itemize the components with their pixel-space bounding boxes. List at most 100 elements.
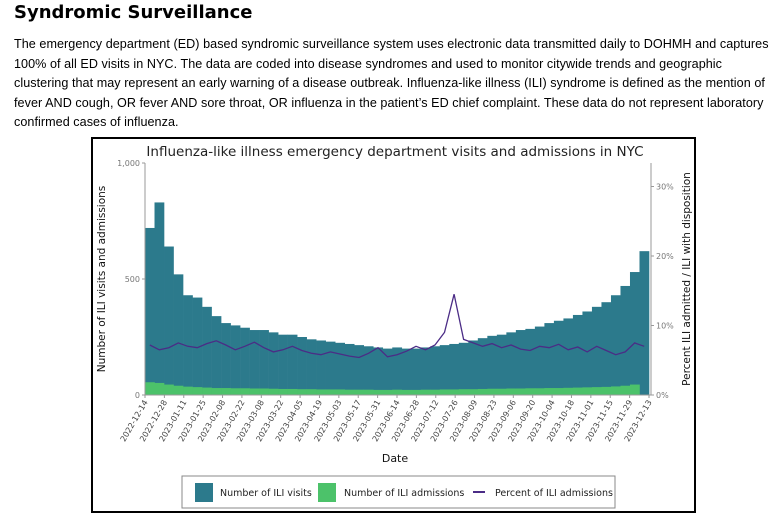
visits-bar (344, 343, 355, 395)
visits-bar (449, 343, 460, 395)
y-tick-label: 1,000 (117, 159, 140, 168)
percent-line (149, 294, 645, 359)
admissions-bar (154, 382, 165, 395)
admissions-bar (259, 388, 269, 395)
visits-bar (173, 274, 184, 395)
admissions-bar (610, 386, 621, 395)
visits-bar (601, 302, 612, 395)
visits-bar (582, 311, 593, 395)
admissions-bar (591, 387, 602, 395)
y2-axis-label: Percent ILI admitted / ILI with disposit… (681, 172, 693, 386)
visits-bar (411, 348, 422, 395)
visits-bar (202, 306, 212, 395)
admissions-bar (620, 385, 631, 395)
visits-bar (401, 348, 412, 395)
visits-bar (534, 326, 545, 395)
visits-bar (439, 345, 450, 395)
admissions-bar (202, 387, 212, 395)
admissions-bar (211, 388, 222, 395)
admissions-bar (173, 385, 184, 395)
visits-bar (629, 272, 640, 395)
visits-bar (430, 346, 441, 395)
visits-bar (525, 328, 536, 395)
admissions-bar (382, 389, 393, 395)
visits-bar (154, 202, 165, 395)
visits-bar (278, 334, 288, 395)
visits-bar (553, 320, 564, 395)
y2-tick-label: 0% (656, 391, 669, 400)
admissions-bar (316, 389, 326, 395)
admissions-bar (325, 389, 336, 395)
y-tick-label: 0 (135, 391, 140, 400)
ili-chart: Influenza-like illness emergency departm… (91, 137, 696, 513)
admissions-bar (477, 388, 488, 395)
visits-bar (230, 325, 241, 395)
visits-bar (572, 314, 583, 395)
admissions-bar (240, 388, 250, 395)
admissions-bar (506, 388, 517, 395)
visits-bar (620, 285, 631, 395)
visits-bar (249, 330, 260, 395)
y2-tick-label: 10% (656, 322, 674, 331)
legend-admissions-swatch (318, 483, 336, 502)
visits-bar (297, 337, 307, 395)
admissions-bar (306, 389, 317, 395)
visits-bar (392, 347, 403, 395)
visits-bar (183, 295, 193, 395)
visits-bar (373, 347, 384, 395)
visits-bar (382, 348, 393, 395)
legend-percent-label: Percent of ILI admissions (495, 488, 613, 499)
visits-bar (544, 323, 555, 395)
legend-visits-swatch (195, 483, 213, 502)
admissions-bar (145, 382, 155, 395)
y2-tick-label: 30% (656, 183, 674, 192)
admissions-bar (363, 389, 374, 395)
admissions-bar (392, 389, 403, 395)
visits-bar (363, 346, 374, 395)
visits-bar (458, 342, 469, 395)
admissions-bar (183, 386, 193, 395)
admissions-bar (563, 387, 574, 395)
admissions-bar (335, 389, 345, 395)
visits-bar (192, 297, 203, 395)
admissions-bar (297, 389, 307, 395)
admissions-bar (164, 384, 174, 395)
admissions-bar (401, 389, 412, 395)
admissions-bar (420, 389, 431, 395)
x-axis-label: Date (382, 452, 409, 465)
admissions-bar (439, 389, 450, 395)
visits-bar (240, 327, 250, 395)
admissions-bar (515, 388, 526, 395)
admissions-bar (221, 388, 231, 395)
y2-tick-label: 20% (656, 252, 674, 261)
visits-bar (468, 340, 479, 395)
visits-bar (221, 323, 231, 395)
visits-bar (487, 335, 498, 395)
admissions-bar (487, 388, 498, 395)
admissions-bar (249, 388, 260, 395)
admissions-bar (344, 389, 355, 395)
admissions-bar (534, 388, 545, 395)
admissions-bar (601, 386, 612, 395)
visits-bar (639, 251, 650, 395)
visits-bar (610, 295, 621, 395)
legend-visits-label: Number of ILI visits (220, 488, 312, 499)
admissions-bar (582, 387, 593, 395)
admissions-bar (268, 388, 279, 395)
visits-bar (268, 332, 279, 395)
visits-bar (325, 341, 336, 395)
visits-bar (563, 318, 574, 395)
page-description: The emergency department (ED) based synd… (14, 37, 769, 129)
admissions-bar (354, 389, 365, 395)
chart-title: Influenza-like illness emergency departm… (146, 144, 643, 160)
chart-svg: Influenza-like illness emergency departm… (96, 144, 693, 509)
admissions-bar (553, 388, 564, 395)
admissions-bar (230, 388, 241, 395)
admissions-bar (468, 389, 479, 395)
y-tick-label: 500 (125, 275, 140, 284)
visits-bar (420, 347, 431, 395)
visits-bar (306, 339, 317, 395)
visits-bar (515, 330, 526, 395)
admissions-bar (449, 389, 460, 395)
page-title: Syndromic Surveillance (14, 2, 253, 23)
